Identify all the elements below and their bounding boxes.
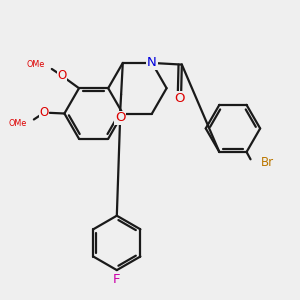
Text: O: O: [115, 111, 125, 124]
Text: O: O: [39, 106, 49, 119]
Text: O: O: [174, 92, 185, 105]
Text: OMe: OMe: [27, 61, 45, 70]
Text: F: F: [113, 273, 121, 286]
Text: O: O: [57, 69, 66, 82]
Text: Br: Br: [261, 156, 274, 169]
Text: N: N: [147, 56, 157, 69]
Text: OMe: OMe: [9, 119, 27, 128]
